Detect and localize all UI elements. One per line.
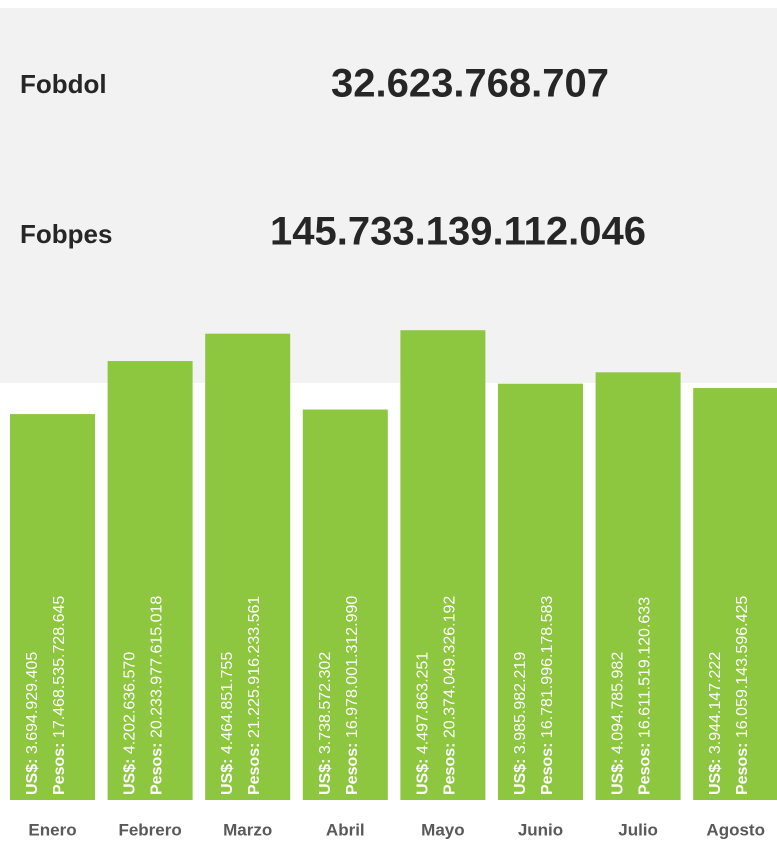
label-prefix: Pesos:	[149, 743, 166, 795]
label-value: 20.233.977.615.018	[149, 596, 166, 738]
label-prefix: Pesos:	[637, 743, 654, 795]
bar-label: US$: 3.944.147.222	[707, 652, 724, 795]
label-prefix: Pesos:	[51, 743, 68, 795]
label-value: 3.738.572.302	[317, 652, 334, 754]
bar	[595, 372, 681, 800]
bar-label: US$: 4.202.636.570	[122, 652, 139, 795]
bar	[302, 409, 388, 800]
kpi-panel	[0, 8, 777, 383]
label-prefix: Pesos:	[734, 743, 751, 795]
kpi-value: 32.623.768.707	[331, 62, 609, 106]
bar	[693, 388, 777, 800]
label-prefix: US$:	[122, 759, 139, 795]
label-value: 3.985.982.219	[512, 652, 529, 754]
bar	[498, 383, 583, 800]
label-value: 20.374.049.326.192	[442, 596, 459, 738]
x-tick-label: Agosto	[706, 820, 765, 839]
label-prefix: Pesos:	[246, 743, 263, 795]
label-prefix: US$:	[610, 759, 627, 795]
bar-label: Pesos: 16.978.001.312.990	[344, 596, 361, 795]
label-value: 4.202.636.570	[122, 652, 139, 754]
kpi-value: 145.733.139.112.046	[270, 210, 646, 254]
kpi-label: Fobpes	[20, 219, 112, 249]
bar-label: Pesos: 20.233.977.615.018	[149, 596, 166, 795]
bar-label: Pesos: 17.468.535.728.645	[51, 596, 68, 795]
label-prefix: Pesos:	[442, 743, 459, 795]
x-tick-label: Junio	[518, 820, 563, 839]
label-value: 4.094.785.982	[610, 652, 627, 754]
x-tick-label: Marzo	[223, 820, 272, 839]
label-value: 4.497.863.251	[415, 652, 432, 754]
bar-label: US$: 3.985.982.219	[512, 652, 529, 795]
bar-label: US$: 3.738.572.302	[317, 652, 334, 795]
bar	[400, 330, 486, 800]
label-prefix: US$:	[219, 759, 236, 795]
label-value: 4.464.851.755	[219, 652, 236, 754]
label-value: 16.978.001.312.990	[344, 596, 361, 738]
x-tick-label: Enero	[28, 820, 76, 839]
label-prefix: US$:	[24, 759, 41, 795]
label-prefix: US$:	[707, 759, 724, 795]
x-tick-label: Febrero	[118, 820, 181, 839]
bar	[107, 361, 193, 800]
label-prefix: US$:	[512, 759, 529, 795]
label-value: 3.944.147.222	[707, 652, 724, 754]
bar-label: US$: 3.694.929.405	[24, 652, 41, 795]
bar-label: Pesos: 20.374.049.326.192	[442, 596, 459, 795]
bar-label: US$: 4.464.851.755	[219, 652, 236, 795]
label-value: 21.225.916.233.561	[246, 596, 263, 738]
bar	[10, 414, 95, 800]
label-value: 3.694.929.405	[24, 652, 41, 754]
x-tick-label: Julio	[618, 820, 658, 839]
bar-label: US$: 4.497.863.251	[415, 652, 432, 795]
x-tick-label: Mayo	[421, 820, 464, 839]
label-value: 16.059.143.596.425	[734, 596, 751, 738]
label-prefix: US$:	[415, 759, 432, 795]
x-tick-label: Abril	[326, 820, 365, 839]
bar-label: Pesos: 16.781.996.178.583	[539, 596, 556, 795]
label-value: 16.611.519.120.633	[637, 597, 654, 738]
label-prefix: Pesos:	[539, 743, 556, 795]
kpi-label: Fobdol	[20, 69, 107, 99]
label-value: 17.468.535.728.645	[51, 596, 68, 738]
bar-label: Pesos: 21.225.916.233.561	[246, 596, 263, 795]
bar-label: Pesos: 16.059.143.596.425	[734, 596, 751, 795]
label-value: 16.781.996.178.583	[539, 596, 556, 738]
bar-label: Pesos: 16.611.519.120.633	[637, 597, 654, 795]
bar	[205, 333, 291, 800]
label-prefix: Pesos:	[344, 743, 361, 795]
bar-label: US$: 4.094.785.982	[610, 652, 627, 795]
label-prefix: US$:	[317, 759, 334, 795]
